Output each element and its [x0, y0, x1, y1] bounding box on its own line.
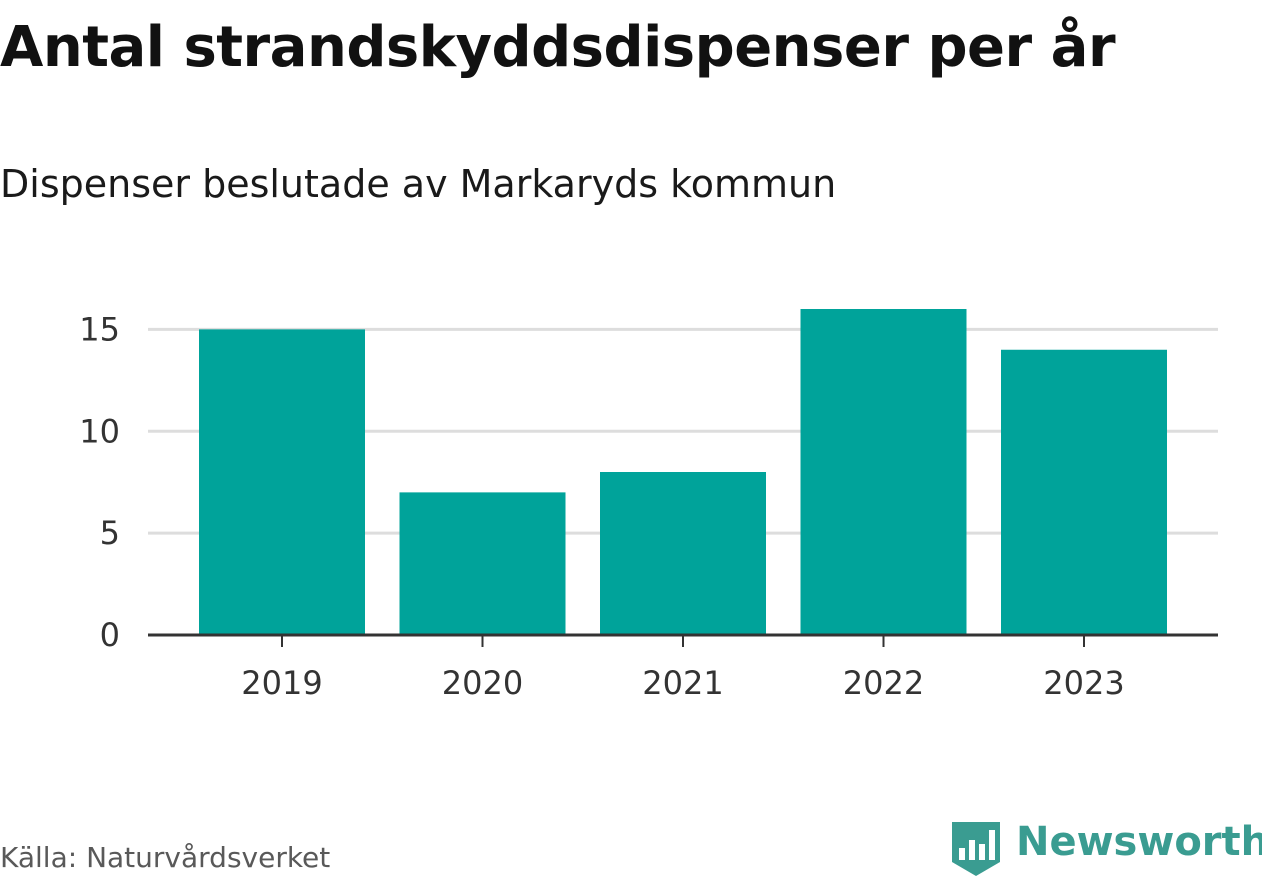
x-tick-label: 2022 [843, 664, 924, 702]
x-tick-label: 2021 [642, 664, 723, 702]
x-axis [148, 633, 1218, 647]
chart-title: Antal strandskyddsdispenser per år [0, 15, 1116, 80]
y-axis-tick-labels: 0 5 10 15 [79, 310, 120, 654]
y-tick-label: 0 [100, 616, 120, 654]
x-tick-label: 2019 [241, 664, 322, 702]
brand-logo: Newsworthy [950, 818, 1262, 878]
bars [199, 309, 1167, 635]
bar-chart: 0 5 10 15 2019 2020 2021 2022 2023 [79, 309, 1218, 702]
newsworthy-logo-icon [952, 822, 1000, 876]
bar-2019 [199, 329, 365, 635]
y-tick-label: 10 [79, 412, 120, 450]
y-tick-label: 5 [100, 514, 120, 552]
bar-2021 [600, 472, 766, 635]
bar-2020 [399, 492, 566, 635]
x-tick-label: 2023 [1043, 664, 1124, 702]
bar-2022 [800, 309, 967, 635]
source-note: Källa: Naturvårdsverket [0, 841, 331, 874]
x-axis-tick-labels: 2019 2020 2021 2022 2023 [241, 664, 1124, 702]
brand-name: Newsworthy [1016, 819, 1262, 865]
y-tick-label: 15 [79, 310, 120, 348]
x-tick-label: 2020 [442, 664, 523, 702]
chart-subtitle: Dispenser beslutade av Markaryds kommun [0, 162, 837, 206]
bar-2023 [1001, 349, 1167, 635]
